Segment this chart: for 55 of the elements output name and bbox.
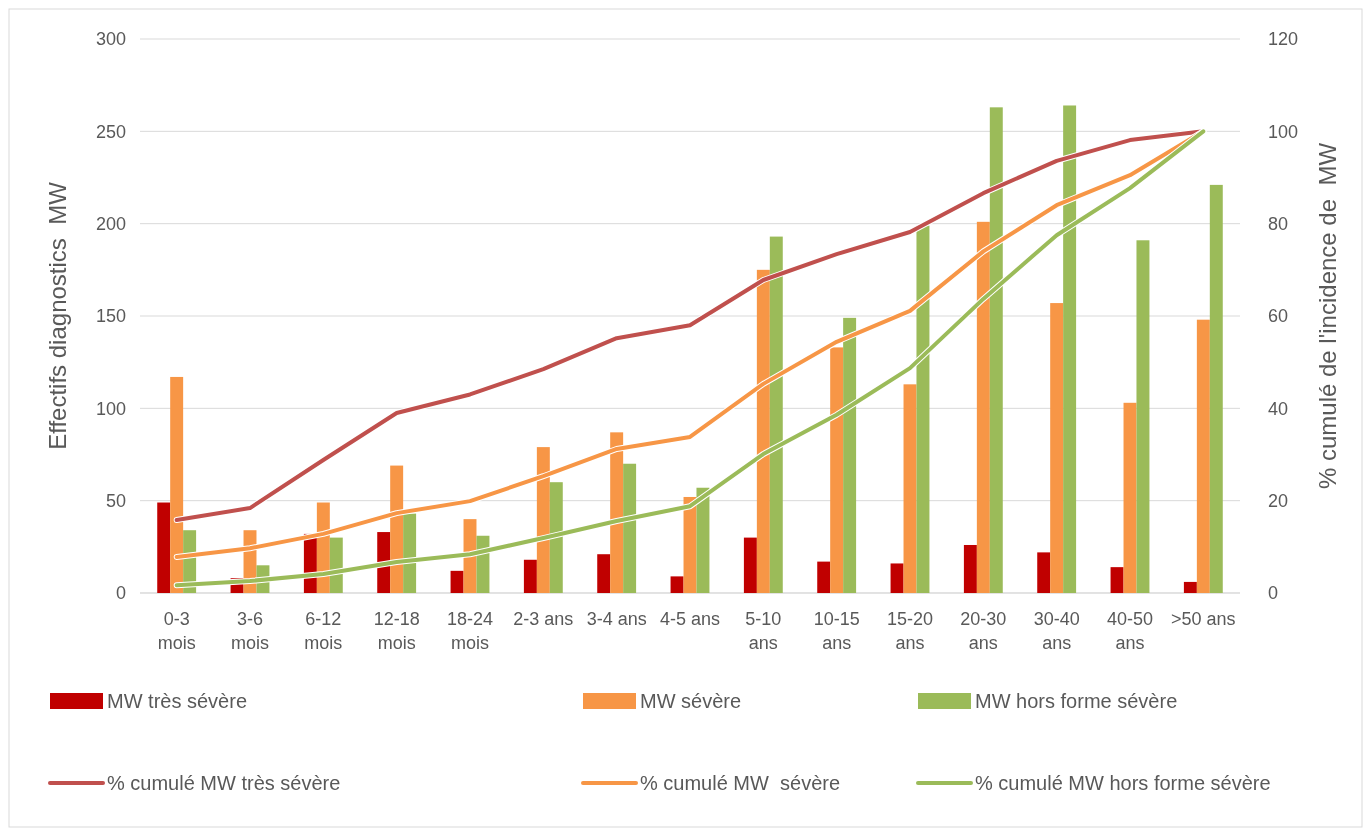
- y-axis-title: Effectifs diagnostics MW: [44, 181, 71, 450]
- y2-tick-label: 60: [1268, 306, 1289, 327]
- x-tick-label: 3-6 mois: [230, 609, 270, 653]
- bar: [1136, 240, 1150, 593]
- legend-label: MW très sévère: [107, 690, 248, 712]
- bar: [1110, 567, 1124, 593]
- legend-label: MW sévère: [640, 690, 742, 712]
- x-tick-label: 15-20 ans: [886, 609, 934, 653]
- y2-tick-label: 120: [1268, 29, 1299, 50]
- bar: [1196, 319, 1210, 593]
- y2-tick-label: 0: [1268, 583, 1279, 604]
- y-tick-label: 200: [95, 213, 126, 234]
- y2-tick-label: 20: [1268, 490, 1289, 511]
- y2-tick-label: 100: [1268, 121, 1299, 142]
- x-tick-label: 2-3 ans: [513, 609, 574, 629]
- y-tick-label: 0: [115, 583, 126, 604]
- legend-label: % cumulé MW très sévère: [107, 772, 341, 794]
- y2-tick-label: 80: [1268, 213, 1289, 234]
- x-tick-label: 3-4 ans: [586, 609, 647, 629]
- x-tick-label: >50 ans: [1171, 609, 1236, 629]
- y2-axis-title: % cumulé de l'incidence de MW: [1314, 142, 1341, 490]
- bar: [1183, 581, 1197, 593]
- legend-label: % cumulé MW hors forme sévère: [975, 772, 1271, 794]
- y-tick-label: 300: [95, 29, 126, 50]
- y-tick-label: 50: [105, 490, 126, 511]
- bar: [523, 559, 537, 593]
- bar: [817, 561, 831, 593]
- x-tick-label: 0-3 mois: [157, 609, 196, 653]
- bar: [1209, 184, 1223, 593]
- x-tick-label: 20-30 ans: [960, 609, 1007, 653]
- x-tick-label: 4-5 ans: [659, 609, 721, 629]
- x-tick-label: 18-24 mois: [446, 609, 494, 653]
- x-tick-label: 10-15 ans: [813, 609, 860, 653]
- bar: [450, 570, 464, 593]
- legend-label: MW hors forme sévère: [975, 690, 1178, 712]
- y-tick-label: 100: [95, 398, 126, 419]
- bar: [1050, 303, 1064, 593]
- bar: [597, 554, 611, 593]
- bar: [1123, 402, 1137, 593]
- x-tick-label: 40-50 ans: [1106, 609, 1154, 653]
- bar: [963, 544, 977, 593]
- x-tick-label: 12-18 mois: [373, 609, 420, 653]
- bar: [903, 384, 917, 593]
- bar: [890, 563, 904, 593]
- bar: [743, 537, 757, 593]
- bar: [157, 502, 171, 593]
- bar: [670, 576, 684, 593]
- bar: [1037, 552, 1051, 593]
- x-tick-label: 6-12 mois: [304, 609, 343, 653]
- x-tick-label: 5-10 ans: [745, 609, 782, 653]
- y2-tick-label: 40: [1268, 398, 1289, 419]
- y-tick-label: 250: [95, 121, 126, 142]
- legend-label: % cumulé MW sévère: [640, 772, 841, 794]
- x-tick-label: 30-40 ans: [1033, 609, 1080, 653]
- y-tick-label: 150: [95, 306, 126, 327]
